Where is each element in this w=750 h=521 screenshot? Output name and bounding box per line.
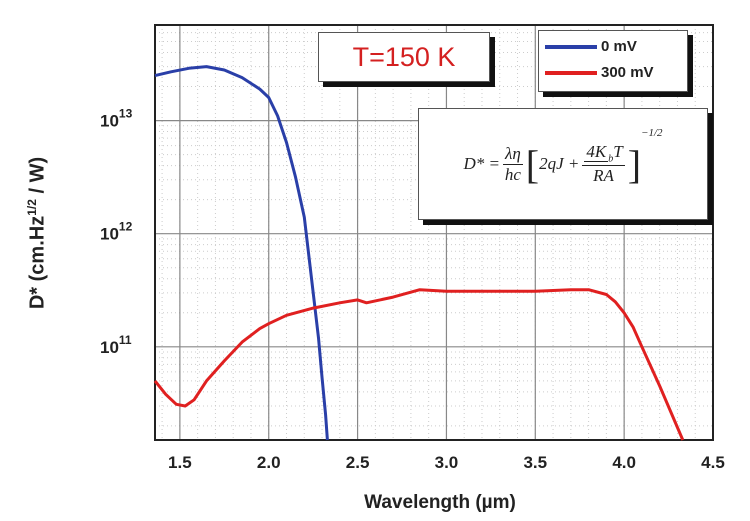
series-line-0mv bbox=[154, 65, 329, 441]
x-tick-label: 3.0 bbox=[435, 453, 459, 472]
x-tick-label: 2.0 bbox=[257, 453, 281, 472]
eq-den2: RA bbox=[593, 165, 614, 185]
y-tick-label: 1011 bbox=[100, 333, 132, 357]
y-axis-label: D* (cm.Hz1/2 / W) bbox=[19, 83, 49, 383]
eq-num2-b: T bbox=[613, 142, 623, 162]
plot-frame bbox=[154, 24, 714, 441]
eq-num2-sub: b bbox=[608, 153, 614, 165]
eq-mid: 2qJ + bbox=[539, 154, 580, 173]
eq-num2-a: 4K bbox=[584, 142, 609, 163]
y-tick-label: 1013 bbox=[100, 107, 133, 131]
eq-num1: λη bbox=[502, 143, 523, 165]
x-tick-label: 4.0 bbox=[612, 453, 636, 472]
legend-swatch-red bbox=[545, 70, 597, 75]
legend-label: 300 mV bbox=[601, 64, 654, 81]
eq-bracket-right: ] bbox=[627, 141, 642, 187]
eq-frac2: 4K bT RA bbox=[582, 142, 625, 185]
eq-exponent: −1/2 bbox=[641, 127, 663, 139]
equation-box: D* = λη hc [ 2qJ + 4K bT RA ] −1/2 bbox=[418, 108, 708, 220]
x-tick-label: 2.5 bbox=[346, 453, 370, 472]
legend: 0 mV 300 mV bbox=[538, 30, 688, 92]
legend-item-300mv: 300 mV bbox=[545, 64, 654, 81]
x-axis-label: Wavelength (µm) bbox=[364, 492, 516, 513]
series-line-300mv bbox=[153, 288, 685, 441]
x-tick-label: 4.5 bbox=[701, 453, 725, 472]
y-label-sup: 1/2 bbox=[25, 199, 39, 216]
legend-swatch-blue bbox=[545, 44, 597, 49]
temperature-annotation: T=150 K bbox=[318, 32, 490, 82]
x-tick-label: 3.5 bbox=[523, 453, 547, 472]
eq-frac1: λη hc bbox=[502, 143, 523, 185]
eq-den1: hc bbox=[504, 164, 521, 184]
y-label-main: D* (cm.Hz bbox=[26, 215, 49, 310]
legend-label: 0 mV bbox=[601, 38, 637, 55]
eq-bracket-left: [ bbox=[525, 141, 540, 187]
eq-num2: 4K bT bbox=[582, 142, 625, 166]
eq-lhs: D* = bbox=[463, 154, 500, 173]
y-tick-label: 1012 bbox=[100, 220, 133, 244]
y-label-tail: / W) bbox=[26, 156, 49, 200]
legend-item-0mv: 0 mV bbox=[545, 38, 637, 55]
x-tick-label: 1.5 bbox=[168, 453, 192, 472]
